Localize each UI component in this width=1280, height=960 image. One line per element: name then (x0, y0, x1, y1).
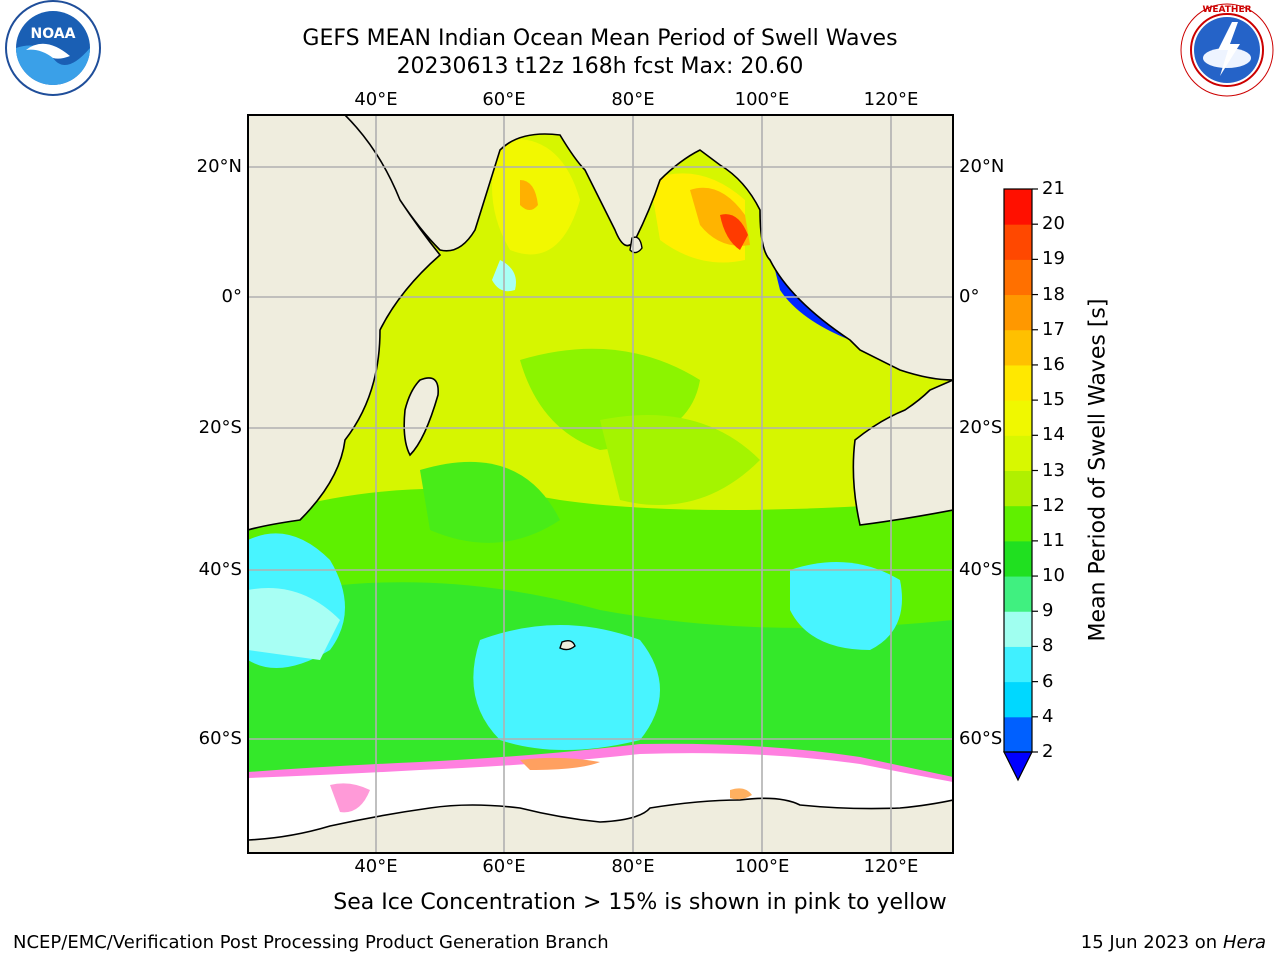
lat-tick-right: 40°S (959, 559, 1003, 580)
colorbar-tick-label: 10 (1042, 565, 1065, 587)
lat-tick-right: 0° (959, 286, 980, 307)
colorbar-segment (1004, 294, 1032, 331)
lon-tick-bottom: 80°E (611, 856, 655, 877)
lon-tick-bottom: 60°E (482, 856, 526, 877)
colorbar-segment (1004, 329, 1032, 366)
colorbar-tick-label: 2 (1042, 741, 1054, 762)
colorbar-tick-label: 6 (1042, 670, 1054, 692)
svg-text:WEATHER: WEATHER (1202, 5, 1251, 15)
lat-tick-left: 20°S (198, 417, 242, 438)
lat-tick-right: 20°N (959, 156, 1005, 177)
lon-tick-top: 40°E (354, 89, 398, 110)
lon-tick-bottom: 40°E (354, 856, 398, 877)
colorbar-label: Mean Period of Swell Waves [s] (1085, 298, 1111, 642)
nws-logo: WEATHER (1180, 3, 1274, 97)
colorbar-segment (1004, 364, 1032, 401)
lon-tick-top: 100°E (734, 89, 790, 110)
colorbar-segment (1004, 505, 1032, 542)
map-field (248, 115, 953, 853)
colorbar-segment (1004, 540, 1032, 577)
colorbar-tick-label: 11 (1042, 529, 1065, 551)
colorbar-tick-label: 13 (1042, 459, 1065, 481)
colorbar-tick-label: 15 (1042, 389, 1065, 411)
colorbar-tick-label: 20 (1042, 213, 1065, 235)
colorbar-segment (1004, 681, 1032, 718)
colorbar-segment (1004, 259, 1032, 296)
noaa-logo: NOAA (5, 0, 101, 96)
colorbar-segment (1004, 611, 1032, 647)
lat-tick-left: 40°S (198, 559, 242, 580)
lat-tick-right: 20°S (959, 417, 1003, 438)
colorbar-segment (1004, 576, 1032, 612)
footer-machine: Hera (1222, 932, 1266, 953)
colorbar-segment (1004, 435, 1032, 471)
lat-tick-left: 60°S (198, 728, 242, 749)
lat-tick-right: 60°S (959, 728, 1003, 749)
colorbar-tick-label: 4 (1042, 705, 1054, 727)
footer-date: 15 Jun 2023 on Hera (1081, 932, 1266, 953)
colorbar-tick-label: 19 (1042, 248, 1065, 270)
footer-credit: NCEP/EMC/Verification Post Processing Pr… (13, 932, 609, 953)
lon-tick-bottom: 120°E (863, 856, 919, 877)
colorbar-tick-label: 8 (1042, 635, 1054, 657)
lat-tick-left: 0° (221, 286, 242, 307)
graticule (248, 115, 953, 853)
chart-title: GEFS MEAN Indian Ocean Mean Period of Sw… (302, 26, 898, 51)
svg-text:NOAA: NOAA (31, 26, 76, 42)
colorbar-segment (1004, 470, 1032, 507)
colorbar-segment (1004, 716, 1032, 753)
lon-tick-top: 120°E (863, 89, 919, 110)
sea-ice-note: Sea Ice Concentration > 15% is shown in … (333, 890, 947, 915)
colorbar-tick-label: 14 (1042, 424, 1065, 446)
colorbar-tick-label: 17 (1042, 318, 1065, 340)
colorbar-tick-label: 16 (1042, 353, 1065, 375)
colorbar-extend-arrow (1003, 751, 1033, 782)
colorbar-tick-label: 9 (1042, 600, 1054, 622)
map-frame (247, 114, 954, 854)
colorbar-segment (1004, 189, 1032, 225)
colorbar-segment (1004, 646, 1032, 683)
footer-date-text: 15 Jun 2023 on (1080, 932, 1218, 953)
colorbar-tick-label: 12 (1042, 494, 1065, 516)
colorbar-segment (1004, 400, 1032, 436)
chart-subtitle: 20230613 t12z 168h fcst Max: 20.60 (396, 54, 804, 79)
colorbar (1003, 188, 1038, 782)
lon-tick-bottom: 100°E (734, 856, 790, 877)
colorbar-tick-label: 18 (1042, 283, 1065, 305)
lon-tick-top: 80°E (611, 89, 655, 110)
lon-tick-top: 60°E (482, 89, 526, 110)
colorbar-segment (1004, 224, 1032, 260)
colorbar-tick-label: 21 (1042, 178, 1065, 199)
lat-tick-left: 20°N (196, 156, 242, 177)
